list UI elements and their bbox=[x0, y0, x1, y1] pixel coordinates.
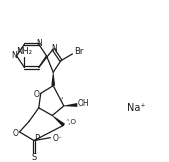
Text: N: N bbox=[11, 51, 17, 60]
Text: O: O bbox=[13, 129, 19, 138]
Text: ',O: ',O bbox=[67, 119, 77, 125]
Text: S: S bbox=[31, 153, 37, 162]
Text: P: P bbox=[34, 134, 39, 143]
Polygon shape bbox=[51, 72, 55, 86]
Polygon shape bbox=[64, 103, 77, 107]
Text: N: N bbox=[36, 39, 42, 48]
Text: O: O bbox=[34, 90, 40, 99]
Text: Br: Br bbox=[75, 47, 84, 57]
Text: N: N bbox=[51, 44, 57, 53]
Text: ·': ·' bbox=[59, 96, 63, 102]
Text: OH: OH bbox=[77, 98, 89, 108]
Text: Na⁺: Na⁺ bbox=[127, 103, 145, 113]
Text: O⁻: O⁻ bbox=[52, 134, 62, 143]
Text: NH₂: NH₂ bbox=[16, 46, 32, 56]
Polygon shape bbox=[52, 115, 65, 127]
